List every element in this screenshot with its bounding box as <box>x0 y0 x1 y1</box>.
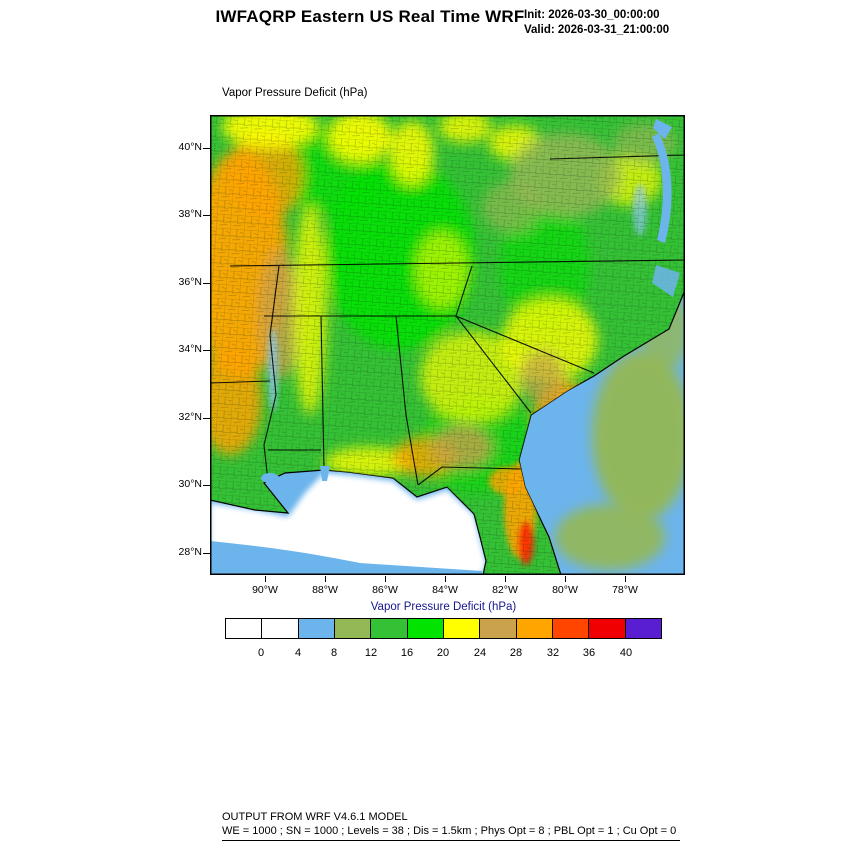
lon-tick-label: 88°W <box>312 584 338 596</box>
colorbar-title: Vapor Pressure Deficit (hPa) <box>370 601 517 613</box>
lat-tick-mark <box>203 553 210 554</box>
colorbar-segment <box>588 618 626 639</box>
colorbar-segment <box>333 618 372 639</box>
lon-tick-label: 86°W <box>372 584 398 596</box>
lon-tick-mark <box>625 576 626 582</box>
colorbar-tick-label: 40 <box>619 647 633 659</box>
lon-tick-mark <box>445 576 446 582</box>
colorbar-tick-label: 20 <box>436 647 450 659</box>
gulf-blue-band <box>210 541 482 575</box>
lon-tick-mark <box>385 576 386 582</box>
colorbar-segment <box>261 618 299 639</box>
colorbar-tick-label: 32 <box>546 647 560 659</box>
lat-tick-mark <box>203 215 210 216</box>
lat-tick-mark <box>203 485 210 486</box>
wrf-map-plot <box>210 115 685 575</box>
valid-time: Valid: 2026-03-31_21:00:00 <box>524 24 670 36</box>
colorbar-segment <box>297 618 335 639</box>
colorbar-tick-label: 24 <box>473 647 487 659</box>
lat-tick-mark <box>203 350 210 351</box>
colorbar-segment <box>551 618 590 639</box>
lon-tick-mark <box>505 576 506 582</box>
colorbar-tick-label: 16 <box>400 647 414 659</box>
colorbar-segment <box>225 618 263 639</box>
colorbar-segment <box>406 618 444 639</box>
init-time: Init: 2026-03-30_00:00:00 <box>524 9 660 21</box>
lat-tick-label: 40°N <box>178 141 202 153</box>
lat-tick-mark <box>203 148 210 149</box>
lat-tick-label: 30°N <box>178 478 202 490</box>
lon-tick-label: 84°W <box>432 584 458 596</box>
lon-tick-label: 90°W <box>252 584 278 596</box>
lon-tick-mark <box>265 576 266 582</box>
page-title: IWFAQRP Eastern US Real Time WRF <box>215 7 525 26</box>
field-label: Vapor Pressure Deficit (hPa) <box>222 87 368 99</box>
lat-tick-label: 36°N <box>178 276 202 288</box>
colorbar-tick-label: 36 <box>582 647 596 659</box>
footer-underline <box>222 840 680 841</box>
lon-tick-label: 78°W <box>612 584 638 596</box>
map-frame <box>210 115 685 575</box>
lat-tick-label: 28°N <box>178 546 202 558</box>
colorbar <box>225 618 662 639</box>
lat-tick-mark <box>203 283 210 284</box>
lon-tick-mark <box>565 576 566 582</box>
colorbar-tick-label: 0 <box>257 647 265 659</box>
map-border <box>210 115 685 575</box>
bays-layer <box>261 119 680 483</box>
colorbar-tick-label: 8 <box>330 647 338 659</box>
colorbar-tick-label: 4 <box>294 647 302 659</box>
footer-config-line: WE = 1000 ; SN = 1000 ; Levels = 38 ; Di… <box>222 825 677 837</box>
colorbar-segment <box>442 618 481 639</box>
lat-tick-label: 32°N <box>178 411 202 423</box>
colorbar-segment <box>624 618 662 639</box>
lat-tick-label: 38°N <box>178 208 202 220</box>
state-borders-layer <box>210 154 685 486</box>
colorbar-segment <box>479 618 517 639</box>
lat-tick-mark <box>203 418 210 419</box>
colorbar-tick-label: 12 <box>364 647 378 659</box>
lon-tick-label: 82°W <box>492 584 518 596</box>
colorbar-segment <box>370 618 408 639</box>
footer-model-line: OUTPUT FROM WRF V4.6.1 MODEL <box>222 811 408 823</box>
lat-tick-label: 34°N <box>178 343 202 355</box>
run-times: Init: 2026-03-30_00:00:00 Valid: 2026-03… <box>524 8 669 38</box>
lon-tick-label: 80°W <box>552 584 578 596</box>
colorbar-segment <box>515 618 553 639</box>
lon-tick-mark <box>325 576 326 582</box>
colorbar-tick-label: 28 <box>509 647 523 659</box>
